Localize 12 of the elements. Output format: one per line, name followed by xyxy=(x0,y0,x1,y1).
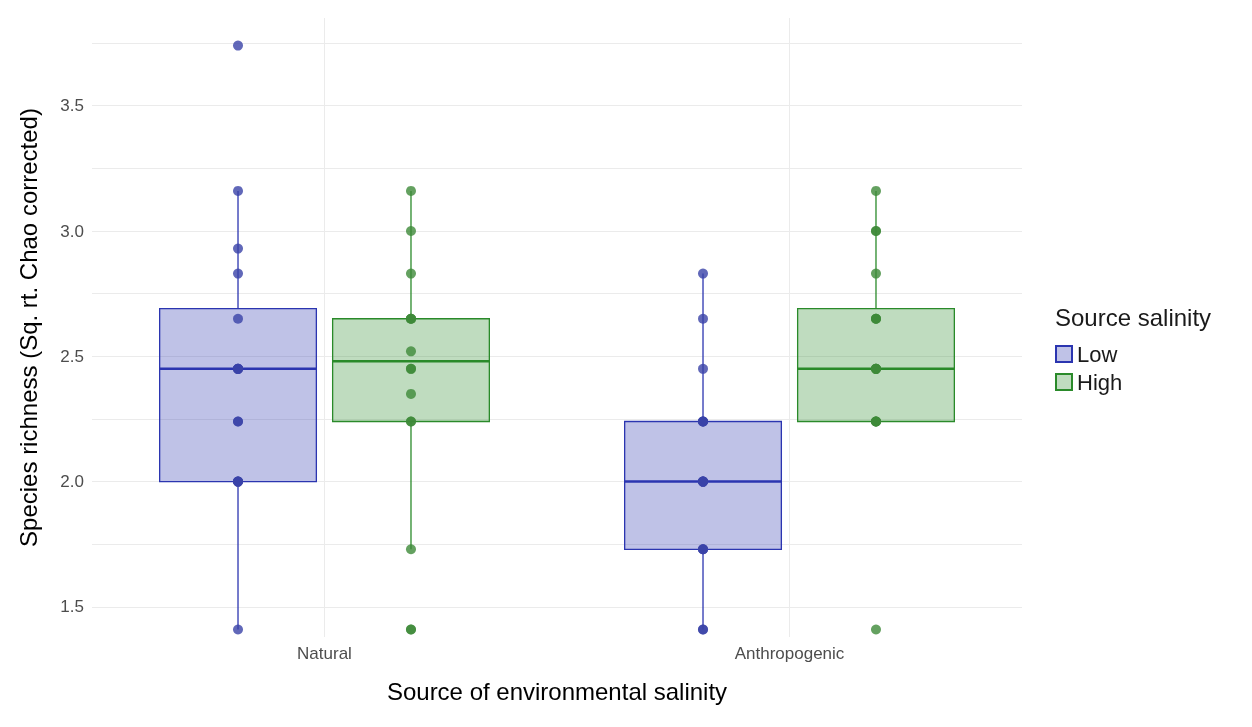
legend-label: Low xyxy=(1077,341,1118,367)
y-axis-title: Species richness (Sq. rt. Chao corrected) xyxy=(14,108,42,547)
y-tick-label: 3.0 xyxy=(60,221,84,241)
y-tick-label: 2.5 xyxy=(60,346,84,366)
legend-label: High xyxy=(1077,369,1123,395)
y-tick-label: 1.5 xyxy=(60,597,84,617)
x-axis-title: Source of environmental salinity xyxy=(386,677,728,705)
x-tick-label: Natural xyxy=(297,644,352,663)
legend-title: Source salinity xyxy=(1055,303,1212,331)
y-tick-label: 2.0 xyxy=(60,472,84,492)
y-tick-label: 3.5 xyxy=(60,96,84,116)
x-tick-label: Anthropogenic xyxy=(734,644,845,663)
